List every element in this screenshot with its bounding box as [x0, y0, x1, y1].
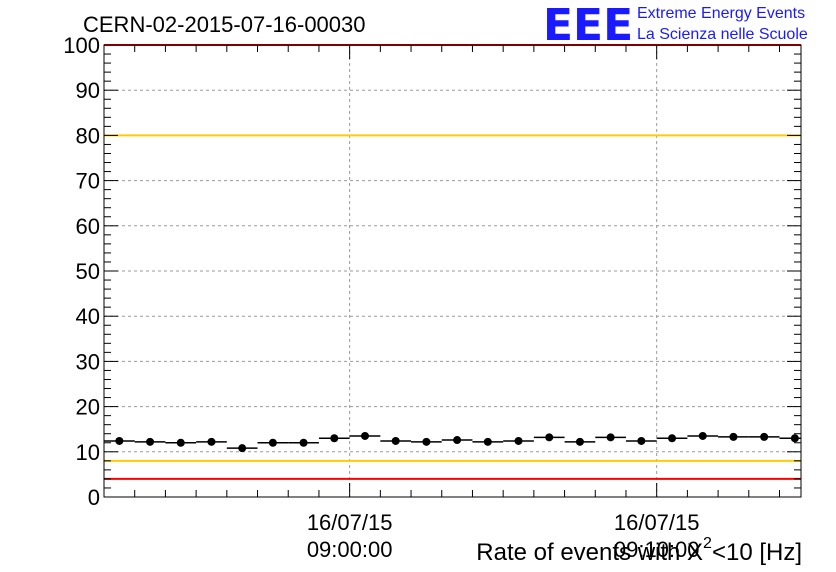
x-axis-title: Rate of events with X2<10 [Hz]	[476, 535, 802, 566]
data-point	[380, 436, 412, 445]
chart-title: CERN-02-2015-07-16-00030	[83, 12, 366, 37]
plot-frame	[103, 44, 802, 498]
data-marker	[698, 431, 707, 440]
data-marker	[483, 437, 492, 446]
data-marker	[422, 437, 431, 446]
data-point	[411, 437, 442, 446]
data-points	[104, 431, 801, 453]
data-point	[779, 434, 801, 443]
data-marker	[637, 436, 646, 445]
y-tick-label: 80	[76, 123, 100, 148]
x-axis-title-tail: <10 [Hz]	[712, 539, 802, 566]
data-point	[625, 436, 657, 445]
y-tick-label: 30	[76, 349, 100, 374]
data-marker	[729, 432, 738, 441]
data-marker	[115, 436, 124, 445]
data-point	[472, 437, 504, 446]
data-point	[595, 433, 626, 442]
y-tick-label: 40	[76, 304, 100, 329]
grid	[104, 45, 801, 497]
data-point	[257, 438, 289, 447]
data-marker	[606, 433, 615, 442]
y-tick-label: 60	[76, 214, 100, 239]
brand-line-2: La Scienza nelle Scuole	[637, 26, 808, 43]
data-point	[104, 436, 135, 445]
y-tick-label: 20	[76, 395, 100, 420]
data-marker	[514, 436, 523, 445]
data-marker	[453, 436, 462, 445]
data-point	[196, 437, 227, 446]
data-marker	[207, 437, 216, 446]
x-tick-time: 09:10:00	[614, 537, 700, 562]
y-tick-label: 90	[76, 78, 100, 103]
data-point	[748, 432, 780, 441]
eee-logo-text: EEE	[543, 0, 633, 51]
data-point	[718, 432, 749, 441]
x-axis-title-main: Rate of events with X	[476, 539, 703, 566]
data-marker	[668, 434, 677, 443]
x-axis-title-sup: 2	[703, 535, 712, 552]
data-point	[226, 444, 258, 453]
y-tick-labels: 0 10 20 30 40 50 60 70 80 90 100	[63, 33, 100, 510]
data-point	[441, 436, 473, 445]
data-point	[503, 436, 534, 445]
eee-logo: EEE	[543, 0, 633, 51]
data-marker	[146, 437, 155, 446]
y-tick-label: 70	[76, 169, 100, 194]
data-marker	[268, 438, 277, 447]
data-marker	[299, 438, 308, 447]
x-tick-time: 09:00:00	[307, 537, 393, 562]
data-point	[318, 434, 350, 443]
y-tick-label: 100	[63, 33, 100, 58]
data-marker	[238, 444, 247, 453]
y-tick-label: 10	[76, 440, 100, 465]
data-marker	[176, 438, 185, 447]
data-marker	[330, 434, 339, 443]
x-tick-date: 16/07/15	[614, 510, 700, 535]
data-marker	[575, 437, 584, 446]
y-tick-label: 50	[76, 259, 100, 284]
data-point	[134, 437, 166, 446]
data-point	[288, 438, 319, 447]
data-marker	[760, 432, 769, 441]
data-point	[564, 437, 596, 446]
y-tick-label: 0	[88, 485, 100, 510]
data-point	[533, 433, 565, 442]
data-point	[349, 431, 381, 440]
data-point	[687, 431, 719, 440]
brand-line-1: Extreme Energy Events	[637, 5, 805, 22]
reference-lines	[104, 44, 801, 480]
data-marker	[545, 433, 554, 442]
x-tick-date: 16/07/15	[307, 510, 393, 535]
data-marker	[360, 431, 369, 440]
data-marker	[391, 436, 400, 445]
data-point	[165, 438, 197, 447]
data-point	[656, 434, 688, 443]
data-marker	[790, 434, 799, 443]
